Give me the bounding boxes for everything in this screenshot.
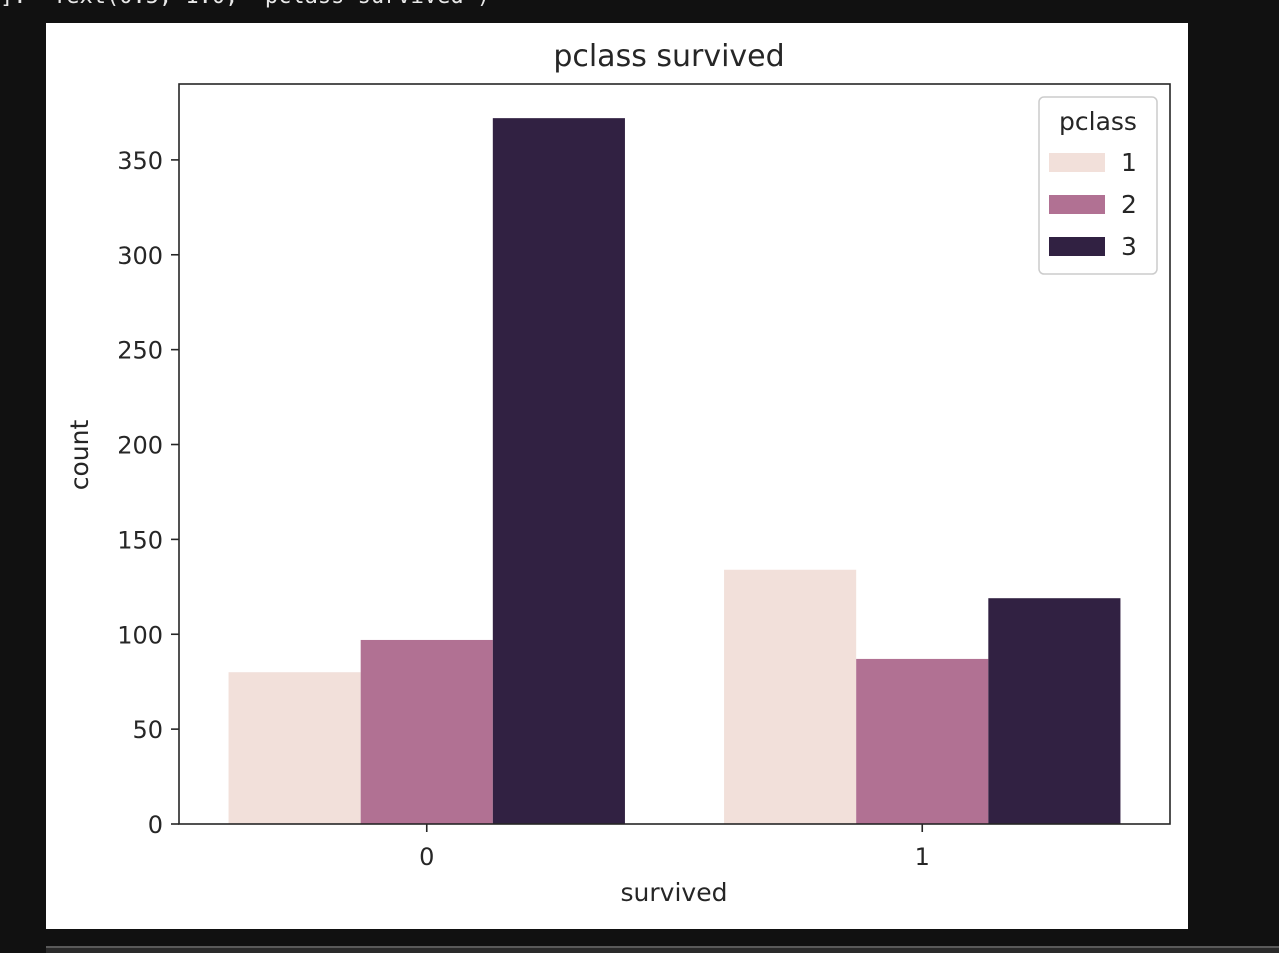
y-tick-label: 100 <box>117 621 163 649</box>
bar-survived-1-pclass-3 <box>988 598 1121 824</box>
bar-survived-1-pclass-1 <box>724 569 857 824</box>
y-axis: 0 50 100 150 200 250 300 350 <box>117 147 179 839</box>
legend-swatch-pclass-2 <box>1049 195 1105 214</box>
legend: pclass 1 2 3 <box>1038 96 1158 275</box>
y-tick-label: 50 <box>132 716 163 744</box>
y-tick-label: 0 <box>148 811 163 839</box>
y-tick-label: 200 <box>117 432 163 460</box>
x-axis-label: survived <box>621 878 728 907</box>
y-tick-label: 150 <box>117 526 163 554</box>
bar-survived-0-pclass-1 <box>228 672 361 824</box>
bars-group <box>228 118 1121 824</box>
plot-frame <box>178 83 1171 825</box>
legend-swatch-pclass-1 <box>1049 153 1105 172</box>
chart-title: pclass survived <box>553 39 784 74</box>
legend-frame <box>1038 96 1158 275</box>
legend-swatch-pclass-3 <box>1049 237 1105 256</box>
y-tick-label: 250 <box>117 337 163 365</box>
bar-survived-1-pclass-2 <box>856 658 989 824</box>
legend-title: pclass <box>1059 107 1137 136</box>
bar-survived-0-pclass-3 <box>492 118 625 824</box>
x-tick-label: 1 <box>915 843 930 871</box>
legend-label-pclass-3: 3 <box>1121 232 1137 261</box>
legend-label-pclass-1: 1 <box>1121 148 1137 177</box>
y-tick-label: 300 <box>117 242 163 270</box>
bar-survived-0-pclass-2 <box>360 639 493 824</box>
output-repr-text: ]: Text(0.5, 1.0, 'pclass survived') <box>0 0 700 8</box>
y-tick-label: 350 <box>117 147 163 175</box>
x-tick-label: 0 <box>419 843 434 871</box>
cell-divider <box>46 946 1279 953</box>
legend-label-pclass-2: 2 <box>1121 190 1137 219</box>
y-axis-label: count <box>65 420 94 491</box>
